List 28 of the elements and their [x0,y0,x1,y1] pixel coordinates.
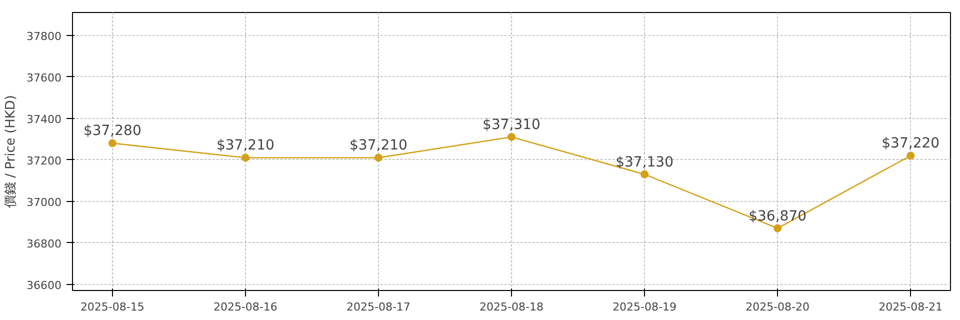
x-tick-label: 2025-08-15 [80,300,144,314]
data-label: $37,210 [216,138,274,154]
point [108,139,116,148]
data-label: $37,280 [83,123,142,140]
y-tick-label: 36800 [26,237,62,250]
point [774,224,782,232]
point [508,132,516,141]
x-tick-label: 2025-08-18 [480,300,544,314]
data-label: $37,210 [350,138,408,154]
x-tick-label: 2025-08-21 [878,300,943,314]
data-label: $37,310 [482,116,540,133]
point [640,170,649,178]
data-label: $37,130 [616,154,674,170]
point [906,152,915,160]
y-tick-label: 37000 [26,196,62,209]
y-tick-label: 37200 [26,154,62,168]
y-tick-label: 37400 [26,112,62,126]
x-tick-label: 2025-08-17 [346,300,410,314]
point [374,154,382,162]
y-tick-label: 36600 [26,278,62,292]
x-tick-label: 2025-08-16 [213,300,278,314]
point [241,154,250,162]
x-tick-label: 2025-08-19 [612,300,677,314]
x-tick-label: 2025-08-20 [746,300,810,314]
y-tick-label: 37800 [26,30,62,43]
y-axis-title: 價錢 / Price (HKD) [4,95,19,208]
data-label: $37,220 [882,136,940,152]
y-tick-label: 37600 [26,71,62,84]
